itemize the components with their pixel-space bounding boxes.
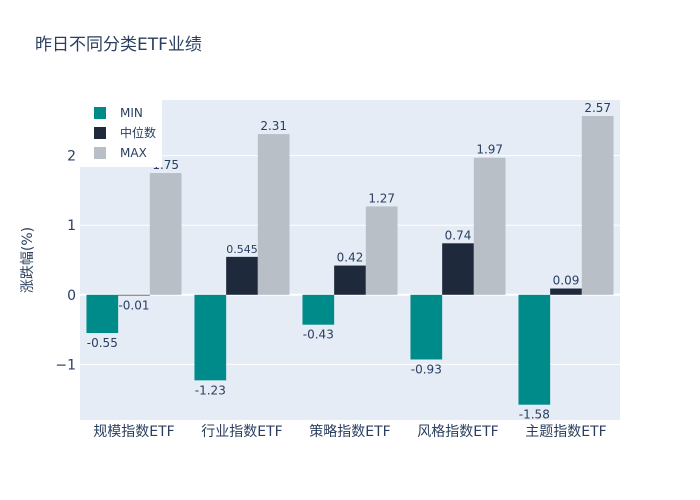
bar[interactable] <box>442 243 474 295</box>
bar[interactable] <box>410 294 443 360</box>
legend-background <box>80 100 162 167</box>
data-label: 0.545 <box>226 243 258 256</box>
data-label: -0.55 <box>87 336 118 350</box>
bar[interactable] <box>86 294 119 334</box>
data-label: 2.31 <box>260 119 287 133</box>
data-label: 2.57 <box>584 101 611 115</box>
data-label: -1.23 <box>195 383 226 397</box>
y-tick-label: 1 <box>67 218 76 234</box>
x-tick-label: 规模指数ETF <box>93 424 174 440</box>
chart-title: 昨日不同分类ETF业绩 <box>35 35 202 55</box>
x-axis-ticks: 规模指数ETF 行业指数ETF 策略指数ETF 风格指数ETF 主题指数ETF <box>93 423 606 440</box>
y-tick-label: 0 <box>67 288 76 304</box>
bars <box>86 116 614 405</box>
bar[interactable] <box>581 116 614 295</box>
data-label: -0.01 <box>118 298 149 312</box>
x-tick-label: 风格指数ETF <box>417 424 498 440</box>
legend-swatch[interactable] <box>94 147 106 159</box>
data-label: 0.42 <box>337 251 364 265</box>
legend-label[interactable]: MAX <box>120 146 147 160</box>
data-label: 1.27 <box>368 191 395 205</box>
bar[interactable] <box>226 256 258 295</box>
y-tick-label: −1 <box>55 357 76 373</box>
legend-label[interactable]: 中位数 <box>120 125 156 140</box>
data-label: 0.74 <box>445 228 472 242</box>
bar[interactable] <box>149 173 182 295</box>
bar[interactable] <box>194 294 227 381</box>
bar[interactable] <box>473 157 506 295</box>
data-label: -0.93 <box>411 362 442 376</box>
y-axis-label: 涨跌幅(%) <box>20 227 36 293</box>
x-tick-label: 行业指数ETF <box>201 424 282 440</box>
legend-swatch[interactable] <box>94 127 106 139</box>
bar[interactable] <box>118 294 150 296</box>
x-tick-label: 主题指数ETF <box>525 424 606 440</box>
y-tick-label: 2 <box>67 149 76 165</box>
data-label: 0.09 <box>553 274 580 288</box>
legend-swatch[interactable] <box>94 107 106 119</box>
y-axis-ticks: −1 0 1 2 <box>55 149 76 374</box>
bar[interactable] <box>302 294 335 325</box>
bar[interactable] <box>257 134 290 295</box>
bar[interactable] <box>550 288 582 295</box>
data-label: 1.97 <box>476 143 503 157</box>
legend-label[interactable]: MIN <box>120 106 143 120</box>
data-label: -0.43 <box>303 328 334 342</box>
legend[interactable]: MIN 中位数 MAX <box>80 100 162 167</box>
bar[interactable] <box>518 294 551 405</box>
bar[interactable] <box>365 206 398 295</box>
x-tick-label: 策略指数ETF <box>309 423 390 440</box>
bar[interactable] <box>334 265 366 295</box>
data-label: -1.58 <box>519 408 550 422</box>
